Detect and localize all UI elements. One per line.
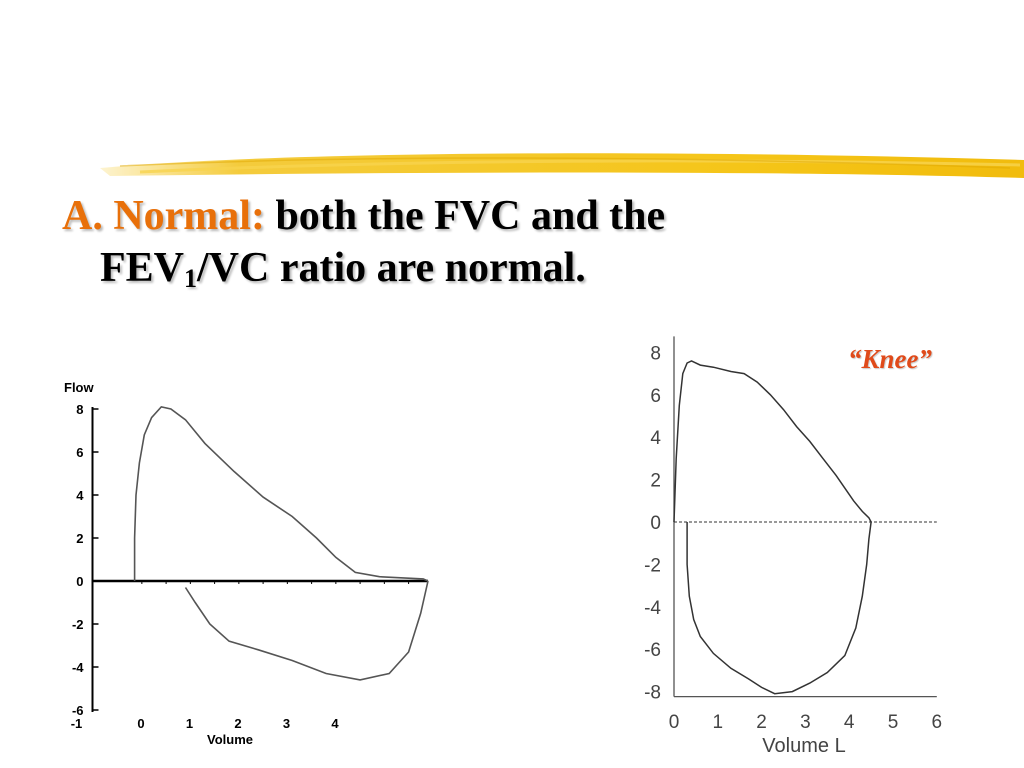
series-line-1 xyxy=(673,360,872,523)
x-tick-label: -1 xyxy=(71,716,83,731)
series-line-2 xyxy=(184,580,429,681)
series-line-1 xyxy=(133,406,429,582)
series-line-2 xyxy=(686,521,872,695)
y-tick-label: -6 xyxy=(644,640,661,661)
y-tick-label: -8 xyxy=(644,683,661,704)
y-tick-label: 8 xyxy=(650,343,661,364)
x-axis-label: Volume L xyxy=(762,735,845,757)
y-tick-label: 4 xyxy=(650,428,661,449)
x-tick-label: 1 xyxy=(713,712,724,733)
y-tick-label: 8 xyxy=(76,402,83,417)
x-tick-label: 3 xyxy=(283,716,290,731)
x-tick-label: 1 xyxy=(186,716,193,731)
x-tick-label: 4 xyxy=(331,716,339,731)
y-tick-label: 2 xyxy=(76,531,83,546)
x-tick-label: 2 xyxy=(234,716,241,731)
y-tick-label: -2 xyxy=(644,555,661,576)
y-tick-label: -4 xyxy=(72,660,84,675)
y-tick-label: -4 xyxy=(644,598,661,619)
title-ratio-text: /VC ratio are normal. xyxy=(197,245,586,291)
y-tick-label: 0 xyxy=(650,513,661,534)
x-tick-label: 6 xyxy=(932,712,943,733)
title-fev: FEV xyxy=(100,245,184,291)
y-tick-label: 4 xyxy=(76,488,84,503)
y-tick-label: -6 xyxy=(72,703,84,718)
y-axis-label: Flow xyxy=(64,380,94,395)
x-tick-label: 4 xyxy=(844,712,855,733)
x-tick-label: 2 xyxy=(756,712,767,733)
title-label: A. Normal: xyxy=(62,193,265,239)
y-tick-label: 0 xyxy=(76,574,83,589)
y-tick-label: 6 xyxy=(650,386,661,407)
y-tick-label: -2 xyxy=(72,617,84,632)
x-tick-label: 5 xyxy=(888,712,899,733)
title-line-2: FEV1/VC ratio are normal. xyxy=(62,242,962,294)
x-tick-label: 3 xyxy=(800,712,811,733)
x-tick-label: 0 xyxy=(669,712,680,733)
y-tick-label: 6 xyxy=(76,445,83,460)
knee-annotation: “Knee” xyxy=(848,344,932,374)
slide-title: A. Normal: both the FVC and the FEV1/VC … xyxy=(62,190,962,294)
y-tick-label: 2 xyxy=(650,471,661,492)
highlighter-stroke xyxy=(100,153,1024,178)
title-rest: both the FVC and the xyxy=(275,193,666,239)
title-subscript: 1 xyxy=(184,264,197,293)
x-axis-label: Volume xyxy=(207,732,253,747)
x-tick-label: 0 xyxy=(137,716,144,731)
